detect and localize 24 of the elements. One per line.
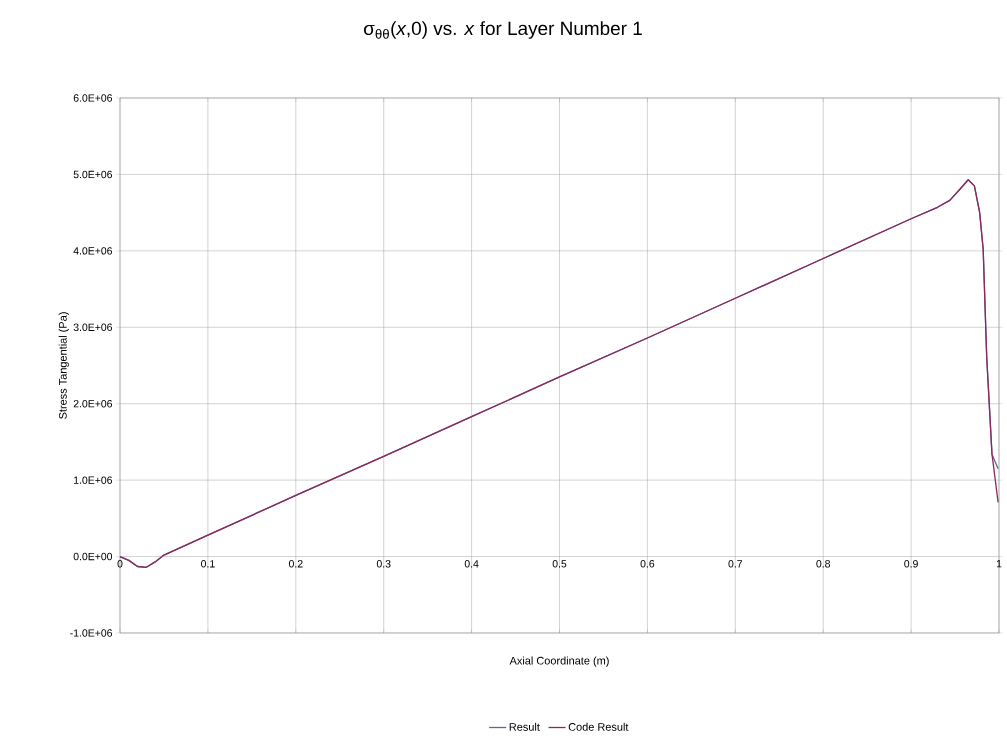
x-tick-label: 0.1 bbox=[201, 560, 215, 568]
x-tick-label: 0.8 bbox=[816, 560, 831, 568]
y-tick-label: 4.0E+06 bbox=[73, 247, 113, 255]
y-tick-label: 2.0E+06 bbox=[73, 399, 113, 408]
y-tick-label: 6.0E+06 bbox=[73, 94, 113, 102]
y-tick-label: 3.0E+06 bbox=[73, 323, 113, 331]
y-tick-label: 5.0E+06 bbox=[73, 170, 113, 179]
y-tick-label: -1.0E+06 bbox=[70, 629, 113, 637]
x-axis-title: Axial Coordinate (m) bbox=[509, 656, 609, 667]
x-tick-label: 1 bbox=[996, 560, 1002, 568]
y-axis-title: Stress Tangential (Pa) bbox=[58, 312, 69, 419]
x-tick-label: 0.4 bbox=[464, 560, 479, 568]
x-tick-label: 0.5 bbox=[552, 560, 567, 568]
x-tick-label: 0.9 bbox=[904, 560, 918, 568]
legend-label: Code Result bbox=[568, 722, 629, 731]
x-tick-label: 0.3 bbox=[376, 560, 391, 568]
chart-title: σ$_{θθ}$(x,0) vs. x for Layer Number 1 bbox=[364, 21, 642, 39]
x-tick-label: 0.2 bbox=[288, 560, 303, 568]
x-tick-label: 0 bbox=[117, 560, 123, 568]
y-tick-label: 1.0E+06 bbox=[74, 476, 113, 484]
y-tick-label: 0.0E+00 bbox=[73, 552, 113, 561]
legend-label: Result bbox=[509, 722, 540, 731]
x-tick-label: 0.7 bbox=[728, 560, 743, 568]
x-tick-label: 0.6 bbox=[640, 560, 655, 568]
